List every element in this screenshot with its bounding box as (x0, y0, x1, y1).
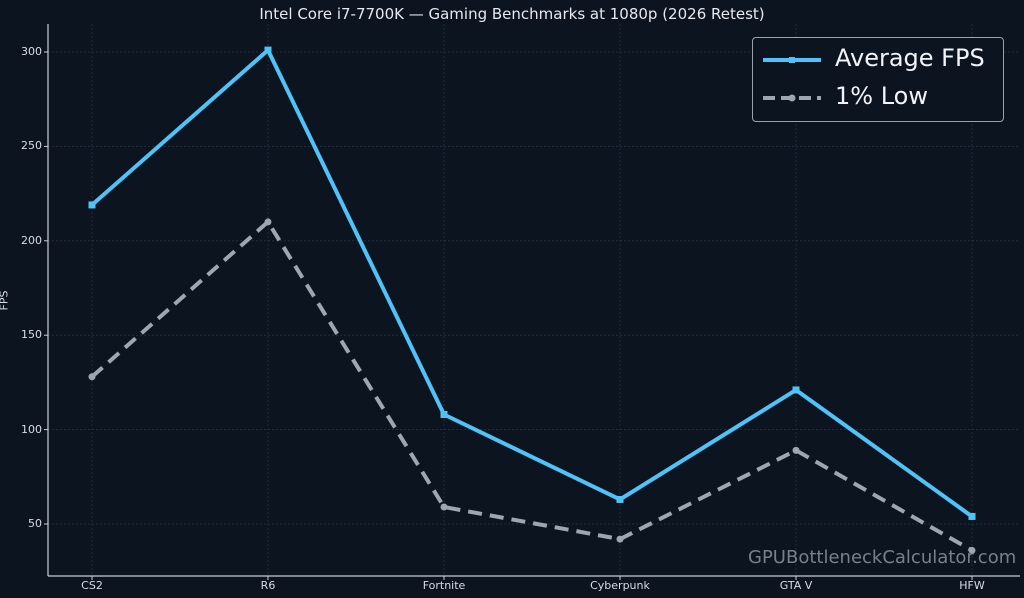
x-tick-label: Cyberpunk (590, 579, 650, 592)
y-tick-label: 250 (21, 139, 42, 153)
legend-avg-line-icon (763, 57, 821, 63)
legend: Average FPS 1% Low (752, 37, 1004, 122)
x-tick-label: HFW (959, 579, 985, 592)
watermark: GPUBottleneckCalculator.com (748, 547, 1017, 568)
x-tick-label: CS2 (81, 579, 103, 592)
y-tick-label: 300 (21, 45, 42, 58)
y-tick-label: 50 (28, 517, 42, 530)
x-tick-label: R6 (260, 579, 276, 592)
legend-low-line-icon (763, 94, 821, 102)
y-tick-label: 150 (21, 328, 42, 342)
x-tick-label: Fortnite (422, 579, 466, 592)
chart-title: Intel Core i7-7700K — Gaming Benchmarks … (259, 5, 765, 23)
y-tick-label: 200 (21, 233, 42, 247)
legend-label-low: 1% Low (835, 82, 928, 110)
y-axis-label: FPS (0, 290, 11, 311)
legend-label-avg: Average FPS (835, 44, 985, 72)
x-tick-label: GTA V (779, 579, 813, 592)
y-tick-label: 100 (21, 422, 42, 436)
